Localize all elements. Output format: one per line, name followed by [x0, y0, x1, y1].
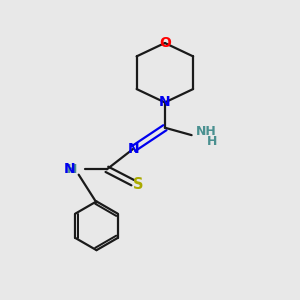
Text: S: S [133, 177, 143, 192]
Text: O: O [159, 36, 171, 50]
Text: H: H [67, 163, 77, 176]
Text: N: N [64, 162, 76, 176]
Text: N: N [128, 142, 140, 155]
Text: N: N [159, 95, 171, 110]
Text: H: H [207, 135, 218, 148]
Text: NH: NH [196, 125, 217, 138]
